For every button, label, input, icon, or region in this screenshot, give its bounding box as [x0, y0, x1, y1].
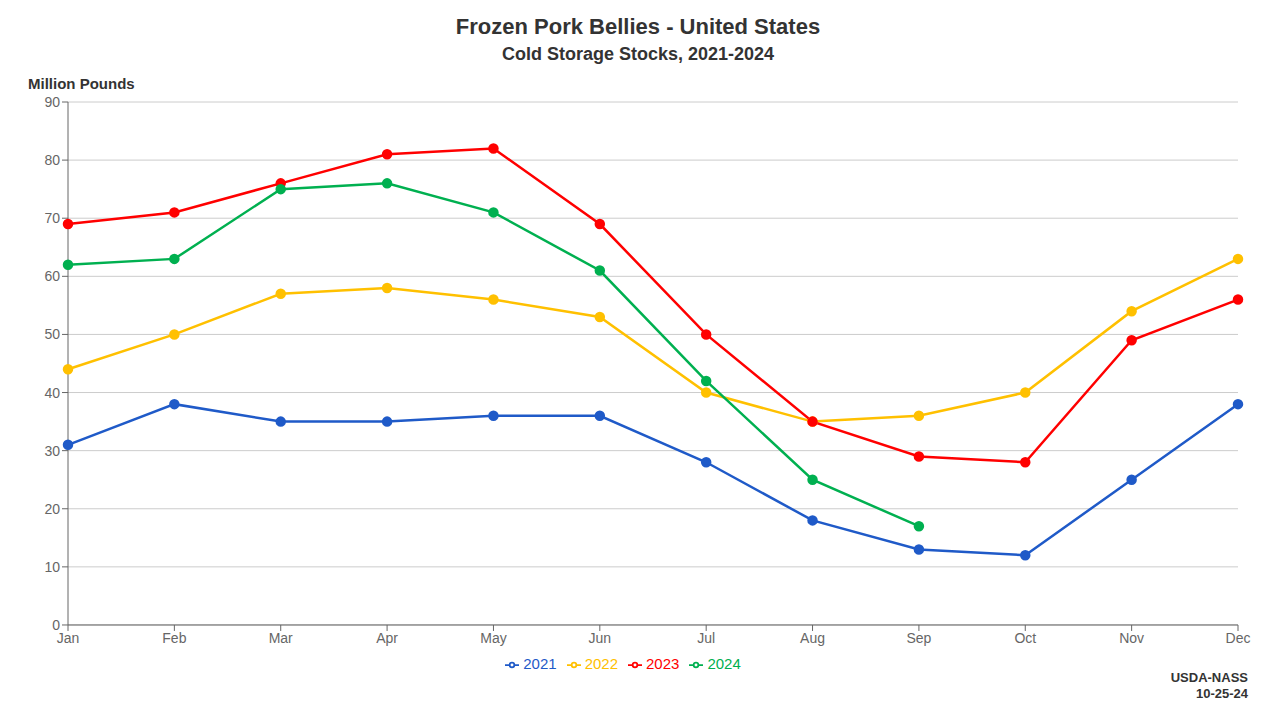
svg-text:50: 50	[44, 326, 60, 342]
svg-text:0: 0	[52, 617, 60, 633]
html-text:Million Pounds: Million Pounds	[28, 75, 135, 92]
html-text:2021: 2021	[523, 655, 557, 672]
html-text:Frozen Pork Bellies - United S: Frozen Pork Bellies - United States	[455, 14, 821, 39]
html-text:10-25-24: 10-25-24	[1196, 686, 1248, 701]
svg-text:Oct: Oct	[1014, 630, 1036, 646]
svg-text:Nov: Nov	[1119, 630, 1144, 646]
svg-text:Apr: Apr	[376, 630, 398, 646]
svg-text:Mar: Mar	[269, 630, 293, 646]
svg-text:90: 90	[44, 94, 60, 110]
svg-text:Jun: Jun	[589, 630, 612, 646]
html-text:Cold Storage Stocks, 2021-2024: Cold Storage Stocks, 2021-2024	[501, 44, 775, 64]
svg-text:40: 40	[44, 385, 60, 401]
svg-text:Feb: Feb	[162, 630, 186, 646]
svg-text:Dec: Dec	[1226, 630, 1251, 646]
svg-text:Aug: Aug	[800, 630, 825, 646]
html-text:2024: 2024	[707, 655, 741, 672]
svg-text:10: 10	[44, 559, 60, 575]
svg-text:30: 30	[44, 443, 60, 459]
svg-text:60: 60	[44, 268, 60, 284]
svg-text:Jan: Jan	[57, 630, 80, 646]
svg-text:80: 80	[44, 152, 60, 168]
html-text:2022: 2022	[584, 655, 618, 672]
svg-text:70: 70	[44, 210, 60, 226]
svg-text:Sep: Sep	[906, 630, 931, 646]
svg-text:Jul: Jul	[697, 630, 715, 646]
html-text:USDA-NASS: USDA-NASS	[1170, 670, 1248, 685]
svg-text:20: 20	[44, 501, 60, 517]
html-text:2023: 2023	[646, 655, 680, 672]
svg-text:May: May	[480, 630, 506, 646]
